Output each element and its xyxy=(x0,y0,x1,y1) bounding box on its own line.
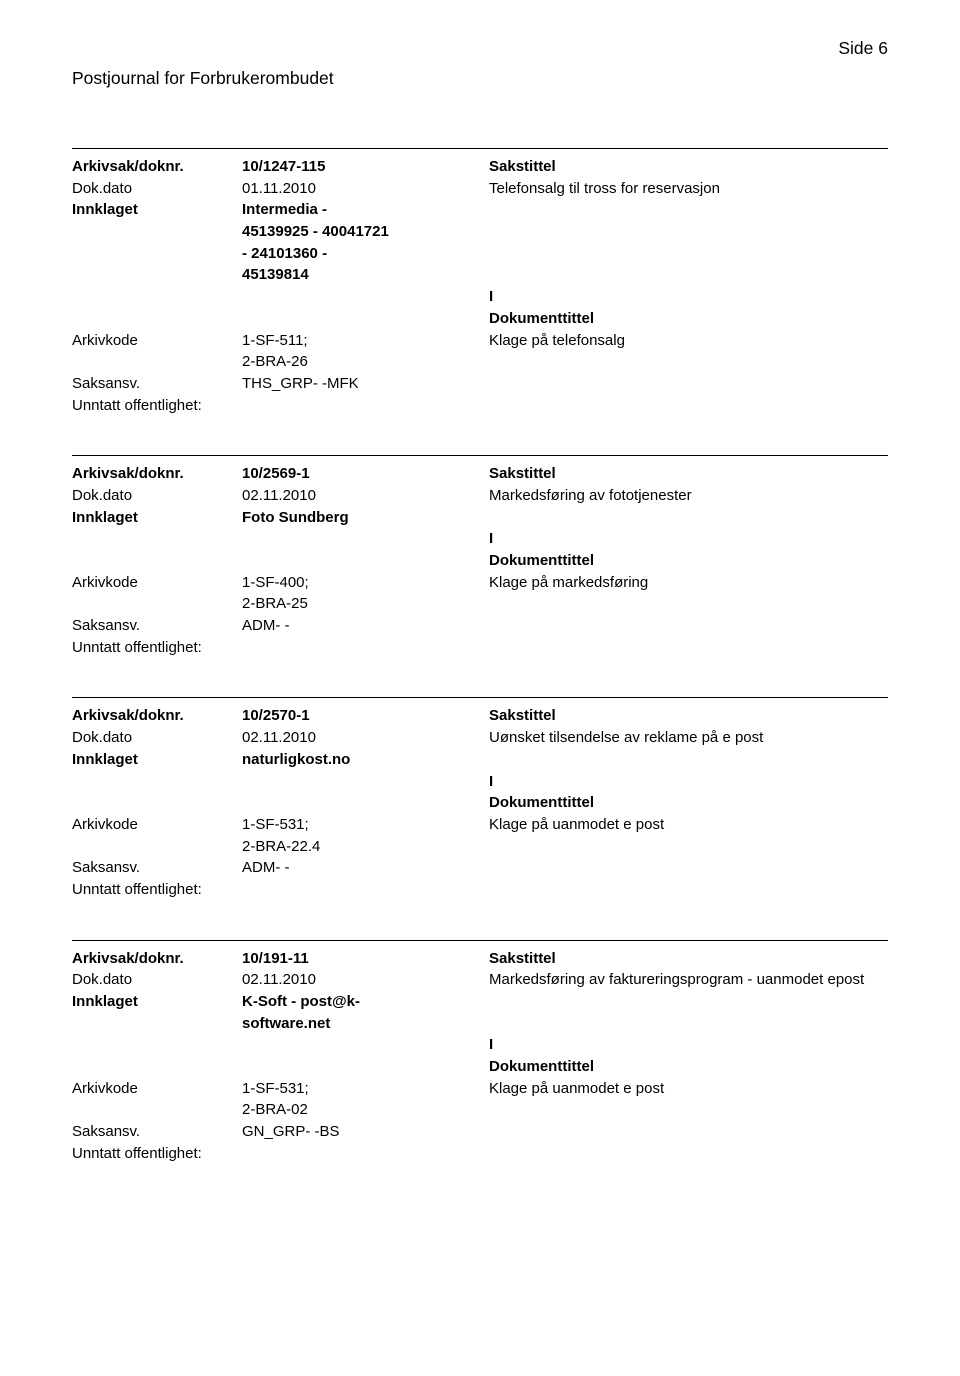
value-innklaget: naturligkost.no xyxy=(242,750,489,771)
value-io: I xyxy=(489,287,888,308)
value-sakstittel: Telefonsalg til tross for reservasjon xyxy=(489,179,888,200)
value-saksansv: THS_GRP- -MFK xyxy=(242,374,489,395)
label-arkivkode: Arkivkode xyxy=(72,331,242,352)
value-arkivkode: 1-SF-531; xyxy=(242,1079,489,1100)
journal-entry: Arkivsak/doknr.10/1247-115Sakstittel Dok.… xyxy=(72,148,888,437)
label-arkivsak: Arkivsak/doknr. xyxy=(72,464,242,485)
journal-entry: Arkivsak/doknr.10/2569-1Sakstittel Dok.da… xyxy=(72,455,888,679)
value-innklaget-line: software.net xyxy=(242,1014,489,1035)
value-arkivkode-line: 2-BRA-25 xyxy=(242,594,489,615)
value-innklaget: Intermedia - xyxy=(242,200,489,221)
label-dokdato: Dok.dato xyxy=(72,486,242,507)
label-arkivkode: Arkivkode xyxy=(72,1079,242,1100)
value-saksansv: GN_GRP- -BS xyxy=(242,1122,489,1143)
label-dokumenttittel: Dokumenttittel xyxy=(489,1057,888,1078)
journal-entry: Arkivsak/doknr.10/191-11Sakstittel Dok.da… xyxy=(72,940,888,1186)
label-innklaget: Innklaget xyxy=(72,992,242,1013)
label-dokumenttittel: Dokumenttittel xyxy=(489,793,888,814)
value-dokdato: 02.11.2010 xyxy=(242,728,489,749)
value-arkivkode: 1-SF-531; xyxy=(242,815,489,836)
value-arkivsak: 10/2569-1 xyxy=(242,464,489,485)
label-innklaget: Innklaget xyxy=(72,750,242,771)
value-arkivkode: 1-SF-400; xyxy=(242,573,489,594)
label-unntatt: Unntatt offentlighet: xyxy=(72,1144,202,1165)
label-dokdato: Dok.dato xyxy=(72,970,242,991)
label-arkivsak: Arkivsak/doknr. xyxy=(72,706,242,727)
label-innklaget: Innklaget xyxy=(72,508,242,529)
label-unntatt: Unntatt offentlighet: xyxy=(72,396,202,417)
value-dokumenttittel: Klage på uanmodet e post xyxy=(489,815,888,836)
value-arkivkode-line: 2-BRA-26 xyxy=(242,352,489,373)
label-dokdato: Dok.dato xyxy=(72,728,242,749)
journal-entry: Arkivsak/doknr.10/2570-1Sakstittel Dok.da… xyxy=(72,697,888,921)
label-arkivkode: Arkivkode xyxy=(72,573,242,594)
value-sakstittel: Uønsket tilsendelse av reklame på e post xyxy=(489,728,888,749)
value-dokumenttittel: Klage på markedsføring xyxy=(489,573,888,594)
label-innklaget: Innklaget xyxy=(72,200,242,221)
value-sakstittel: Markedsføring av fototjenester xyxy=(489,486,888,507)
label-arkivsak: Arkivsak/doknr. xyxy=(72,157,242,178)
page-number: Side 6 xyxy=(838,38,888,59)
value-io: I xyxy=(489,1035,888,1056)
label-unntatt: Unntatt offentlighet: xyxy=(72,880,202,901)
value-dokumenttittel: Klage på telefonsalg xyxy=(489,331,888,352)
value-arkivsak: 10/191-11 xyxy=(242,949,489,970)
label-arkivkode: Arkivkode xyxy=(72,815,242,836)
value-innklaget: K-Soft - post@k- xyxy=(242,992,489,1013)
label-sakstittel: Sakstittel xyxy=(489,949,888,970)
value-innklaget: Foto Sundberg xyxy=(242,508,489,529)
value-dokdato: 02.11.2010 xyxy=(242,970,489,991)
value-arkivsak: 10/1247-115 xyxy=(242,157,489,178)
label-dokdato: Dok.dato xyxy=(72,179,242,200)
label-arkivsak: Arkivsak/doknr. xyxy=(72,949,242,970)
label-saksansv: Saksansv. xyxy=(72,374,242,395)
value-innklaget-line: 45139925 - 40041721 xyxy=(242,222,489,243)
label-dokumenttittel: Dokumenttittel xyxy=(489,309,888,330)
value-io: I xyxy=(489,529,888,550)
label-unntatt: Unntatt offentlighet: xyxy=(72,638,202,659)
entries-container: Arkivsak/doknr.10/1247-115SakstittelDok.… xyxy=(72,148,888,1186)
value-dokumenttittel: Klage på uanmodet e post xyxy=(489,1079,888,1100)
label-sakstittel: Sakstittel xyxy=(489,157,888,178)
label-saksansv: Saksansv. xyxy=(72,1122,242,1143)
label-saksansv: Saksansv. xyxy=(72,858,242,879)
journal-title: Postjournal for Forbrukerombudet xyxy=(72,68,334,89)
value-arkivkode: 1-SF-511; xyxy=(242,331,489,352)
value-saksansv: ADM- - xyxy=(242,616,489,637)
label-sakstittel: Sakstittel xyxy=(489,464,888,485)
value-innklaget-line: - 24101360 - xyxy=(242,244,489,265)
value-arkivkode-line: 2-BRA-22.4 xyxy=(242,837,489,858)
value-saksansv: ADM- - xyxy=(242,858,489,879)
value-dokdato: 01.11.2010 xyxy=(242,179,489,200)
label-sakstittel: Sakstittel xyxy=(489,706,888,727)
value-dokdato: 02.11.2010 xyxy=(242,486,489,507)
label-saksansv: Saksansv. xyxy=(72,616,242,637)
value-innklaget-line: 45139814 xyxy=(242,265,489,286)
value-arkivkode-line: 2-BRA-02 xyxy=(242,1100,489,1121)
value-arkivsak: 10/2570-1 xyxy=(242,706,489,727)
label-dokumenttittel: Dokumenttittel xyxy=(489,551,888,572)
value-sakstittel: Markedsføring av faktureringsprogram - u… xyxy=(489,970,888,991)
page: Side 6 Postjournal for Forbrukerombudet … xyxy=(0,0,960,1376)
value-io: I xyxy=(489,772,888,793)
